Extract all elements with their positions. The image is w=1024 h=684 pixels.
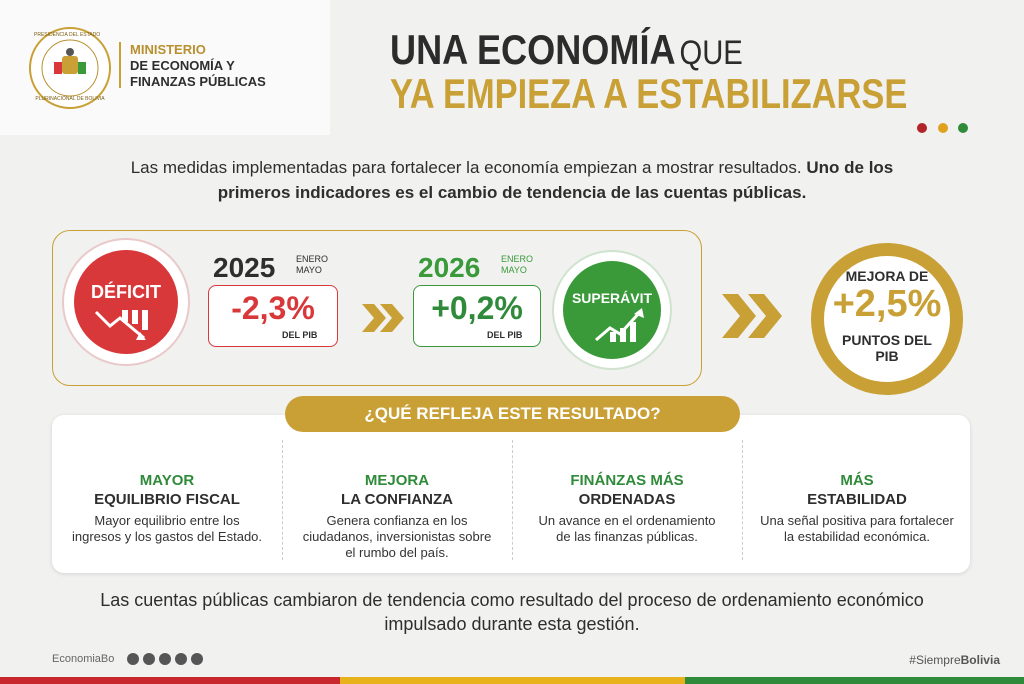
reflects-title: ¿QUÉ REFLEJA ESTE RESULTADO? <box>285 396 740 432</box>
conclusion: Las cuentas públicas cambiaron de tenden… <box>20 588 1004 636</box>
title: UNA ECONOMÍA <box>390 26 676 73</box>
improvement-ring <box>811 243 963 395</box>
item-kicker: MEJORA <box>364 472 430 489</box>
improvement-bottom: PUNTOS DEL PIB <box>808 332 966 364</box>
item-text: Mayor equilibrio entre los <box>94 513 240 528</box>
text: impulsado durante esta gestión. <box>384 614 640 634</box>
item-text: Genera confianza en los <box>326 513 468 528</box>
text: PUNTOS DEL <box>842 332 932 348</box>
intro-text: Las medidas implementadas para fortalece… <box>130 158 802 177</box>
deficit-card <box>208 285 338 347</box>
item-text: Una señal positiva para fortalecer <box>760 513 954 528</box>
divider <box>119 42 121 88</box>
text: PIB <box>875 348 899 364</box>
item-text: el rumbo del país. <box>345 545 449 560</box>
deficit-label: DÉFICIT <box>91 282 161 302</box>
chevrons <box>722 294 782 338</box>
superavit-label: SUPERÁVIT <box>571 290 653 306</box>
item-text: Un avance en el ordenamiento <box>538 513 716 528</box>
hashtag: #SiempreBolivia <box>909 653 1000 667</box>
flag-dots <box>917 123 968 133</box>
seal-top: PRESIDENCIA DEL ESTADO <box>34 32 101 38</box>
intro-bold: Uno de los <box>806 158 894 177</box>
superavit-icon <box>552 250 672 370</box>
item-heading: ESTABILIDAD <box>807 491 907 508</box>
intro-bold: primeros indicadores es el cambio de ten… <box>217 183 807 202</box>
item-text: ciudadanos, inversionistas sobre <box>302 529 492 544</box>
superavit-value: +0,2% <box>431 290 523 326</box>
item-heading: LA CONFIANZA <box>341 491 453 508</box>
item-text: ingresos y los gastos del Estado. <box>71 529 263 544</box>
title-que: QUE <box>679 34 743 72</box>
item-text: de las finanzas públicas. <box>556 529 698 544</box>
ministry: MINISTERIO <box>130 42 206 57</box>
comparison-box <box>52 230 702 386</box>
item-kicker: MAYOR <box>139 472 195 489</box>
superavit-year: 2026 <box>418 252 481 283</box>
deficit-period: ENERO MAYO <box>296 254 328 276</box>
chevrons <box>362 304 404 332</box>
item-kicker: FINÁNZAS MÁS <box>570 472 684 489</box>
seal <box>29 27 111 109</box>
period: MAYO <box>501 265 527 275</box>
item-heading: ORDENADAS <box>578 491 676 508</box>
text: Las cuentas públicas cambiaron de tenden… <box>100 590 924 610</box>
title-line1: UNA ECONOMÍA QUE <box>390 26 743 74</box>
intro: Las medidas implementadas para fortalece… <box>40 155 984 205</box>
period: ENERO <box>501 254 534 264</box>
text: Bolivia <box>960 653 1000 667</box>
handle: EconomiaBo <box>52 653 115 665</box>
text: #Siempre <box>909 653 961 667</box>
superavit-card <box>413 285 541 347</box>
deficit-unit: DEL PIB <box>282 330 318 340</box>
deficit-value: -2,3% <box>231 290 315 326</box>
improvement-value: +2,5% <box>832 283 942 325</box>
ministry: DE ECONOMÍA Y <box>130 58 235 73</box>
period: ENERO <box>296 254 329 264</box>
period: MAYO <box>296 265 322 275</box>
deficit-icon <box>62 238 190 366</box>
flag-strip <box>340 677 685 684</box>
superavit-unit: DEL PIB <box>487 330 523 340</box>
column-divider <box>512 440 513 560</box>
seal-bottom: PLURINACIONAL DE BOLIVIA <box>35 96 105 102</box>
flag-strip <box>685 677 1024 684</box>
title-line2: YA EMPIEZA A ESTABILIZARSE <box>390 70 908 117</box>
reflects-card <box>52 415 970 573</box>
social-icons <box>127 653 203 665</box>
column-divider <box>742 440 743 560</box>
ministry: FINANZAS PÚBLICAS <box>130 74 266 89</box>
item-text: la estabilidad económica. <box>784 529 930 544</box>
improvement-top: MEJORA DE <box>845 268 929 284</box>
column-divider <box>282 440 283 560</box>
flag-strip <box>0 677 340 684</box>
item-heading: EQUILIBRIO FISCAL <box>94 491 240 508</box>
deficit-year: 2025 <box>213 252 276 283</box>
superavit-period: ENERO MAYO <box>501 254 533 276</box>
item-kicker: MÁS <box>840 472 874 489</box>
